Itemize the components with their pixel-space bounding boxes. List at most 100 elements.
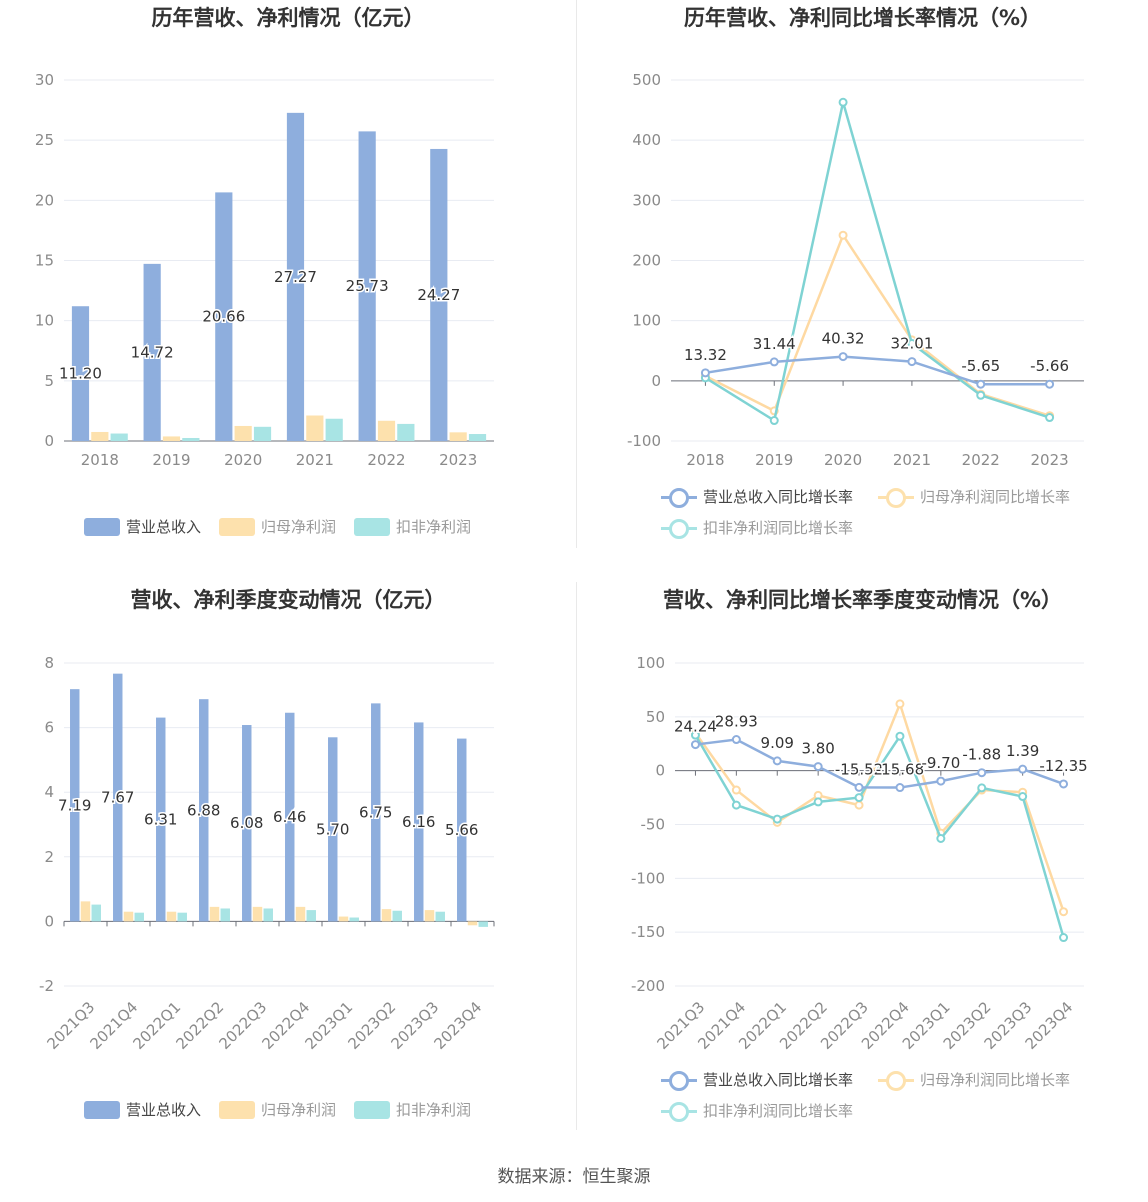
bar bbox=[91, 904, 101, 922]
legend-item-deducted-profit-growth[interactable]: 扣非净利润同比增长率 bbox=[661, 1100, 853, 1122]
bar bbox=[253, 426, 272, 441]
data-label: 9.09 bbox=[761, 734, 794, 752]
legend-item-net-profit[interactable]: 归母净利润 bbox=[219, 1099, 336, 1120]
legend-item-deducted-profit-growth[interactable]: 扣非净利润同比增长率 bbox=[661, 517, 854, 539]
data-point bbox=[1045, 379, 1055, 389]
data-point bbox=[769, 357, 779, 367]
bar bbox=[242, 725, 252, 922]
data-point bbox=[854, 793, 864, 803]
data-label: 20.66 bbox=[202, 308, 245, 326]
x-tick-label: 2022 bbox=[962, 451, 1000, 469]
bar bbox=[263, 908, 273, 922]
y-tick-label: 25 bbox=[35, 131, 54, 149]
data-point bbox=[772, 756, 782, 766]
x-tick-label: 2018 bbox=[81, 451, 119, 469]
data-point bbox=[838, 352, 848, 362]
legend-swatch bbox=[661, 1101, 697, 1122]
bar bbox=[80, 901, 91, 922]
y-tick-label: 2 bbox=[44, 848, 54, 866]
chart-title: 历年营收、净利同比增长率情况（%） bbox=[683, 6, 1042, 30]
y-tick-label: -2 bbox=[39, 977, 54, 995]
bar bbox=[220, 908, 230, 922]
chart-quarterly-revenue-profit-svg: -2024682021Q32021Q42022Q12022Q22022Q3202… bbox=[39, 654, 495, 1053]
bar bbox=[449, 432, 467, 441]
legend-swatch bbox=[354, 517, 390, 536]
data-point bbox=[838, 97, 848, 107]
data-point bbox=[1059, 907, 1069, 917]
chart-annual-growth-rate-svg: -100 0 100 200 300 400 500 2018 2019 2020 2021 2022… bbox=[627, 71, 1084, 469]
y-tick-label: 30 bbox=[35, 71, 54, 89]
data-label: 1.39 bbox=[1006, 742, 1039, 760]
legend-item-revenue-growth[interactable]: 营业总收入同比增长率 bbox=[661, 486, 854, 508]
data-point bbox=[731, 800, 741, 810]
bar bbox=[199, 699, 209, 922]
legend-label: 扣非净利润 bbox=[396, 518, 472, 536]
data-label: -15.68 bbox=[876, 761, 924, 779]
data-point bbox=[690, 730, 700, 740]
x-tick-label: 2020 bbox=[224, 451, 262, 469]
bar bbox=[252, 906, 263, 922]
bar bbox=[306, 415, 324, 441]
series-line bbox=[694, 733, 1065, 938]
y-tick-label: 200 bbox=[632, 252, 661, 270]
data-point bbox=[731, 735, 741, 745]
y-tick-label: 50 bbox=[646, 708, 665, 726]
y-tick-label: -50 bbox=[641, 816, 666, 834]
legend-swatch bbox=[878, 487, 914, 508]
bar bbox=[377, 420, 396, 441]
y-tick-label: 0 bbox=[651, 372, 661, 390]
bar bbox=[295, 906, 306, 922]
series-line bbox=[704, 101, 1050, 423]
legend-item-revenue-growth[interactable]: 营业总收入同比增长率 bbox=[661, 1069, 853, 1091]
chart-title: 营收、净利同比增长率季度变动情况（%） bbox=[662, 588, 1063, 612]
data-label: 3.80 bbox=[801, 740, 834, 758]
bar bbox=[162, 436, 181, 441]
data-point bbox=[1018, 792, 1028, 802]
y-tick-label: 20 bbox=[35, 191, 54, 209]
legend-label: 归母净利润同比增长率 bbox=[920, 488, 1071, 506]
data-point bbox=[977, 768, 987, 778]
x-tick-label: 2022 bbox=[367, 451, 405, 469]
x-tick-label: 2019 bbox=[755, 451, 793, 469]
x-tick-label: 2021 bbox=[296, 451, 334, 469]
legend-label: 扣非净利润同比增长率 bbox=[703, 519, 854, 537]
y-tick-label: 10 bbox=[35, 312, 54, 330]
data-point bbox=[936, 776, 946, 786]
legend-item-deducted-profit[interactable]: 扣非净利润 bbox=[354, 1099, 471, 1120]
legend-item-revenue[interactable]: 营业总收入 bbox=[84, 516, 201, 537]
data-label: 24.27 bbox=[417, 286, 460, 304]
data-label: -15.52 bbox=[835, 760, 883, 778]
legend-item-net-profit-growth[interactable]: 归母净利润同比增长率 bbox=[878, 486, 1071, 508]
legend-swatch bbox=[878, 1070, 914, 1091]
bar bbox=[328, 737, 338, 922]
legend-swatch bbox=[219, 1100, 255, 1119]
legend-swatch bbox=[84, 1100, 120, 1119]
series-line bbox=[695, 738, 1064, 789]
data-label: 24.24 bbox=[674, 718, 717, 736]
bar bbox=[209, 906, 220, 922]
bar bbox=[371, 703, 381, 922]
bar bbox=[70, 689, 80, 922]
bar bbox=[286, 112, 305, 441]
bar bbox=[325, 418, 343, 441]
x-tick-label: 2023 bbox=[439, 451, 477, 469]
data-label: -12.35 bbox=[1039, 757, 1087, 775]
series-line bbox=[705, 355, 1050, 386]
bar bbox=[234, 425, 252, 441]
data-label: -9.70 bbox=[921, 754, 960, 772]
y-tick-label: -200 bbox=[631, 977, 665, 995]
legend-item-revenue[interactable]: 营业总收入 bbox=[84, 1099, 201, 1120]
data-label: 6.46 bbox=[273, 808, 306, 826]
legend-swatch bbox=[354, 1100, 390, 1119]
x-tick-label: 2020 bbox=[824, 451, 862, 469]
data-point bbox=[700, 368, 710, 378]
data-point bbox=[976, 379, 986, 389]
bar bbox=[414, 722, 424, 922]
legend-item-deducted-profit[interactable]: 扣非净利润 bbox=[354, 516, 471, 537]
data-point bbox=[690, 740, 700, 750]
legend-item-net-profit[interactable]: 归母净利润 bbox=[219, 516, 336, 537]
legend-item-net-profit-growth[interactable]: 归母净利润同比增长率 bbox=[878, 1069, 1070, 1091]
legend-label: 营业总收入同比增长率 bbox=[703, 488, 854, 506]
data-point bbox=[1045, 413, 1055, 423]
bar bbox=[468, 434, 487, 441]
